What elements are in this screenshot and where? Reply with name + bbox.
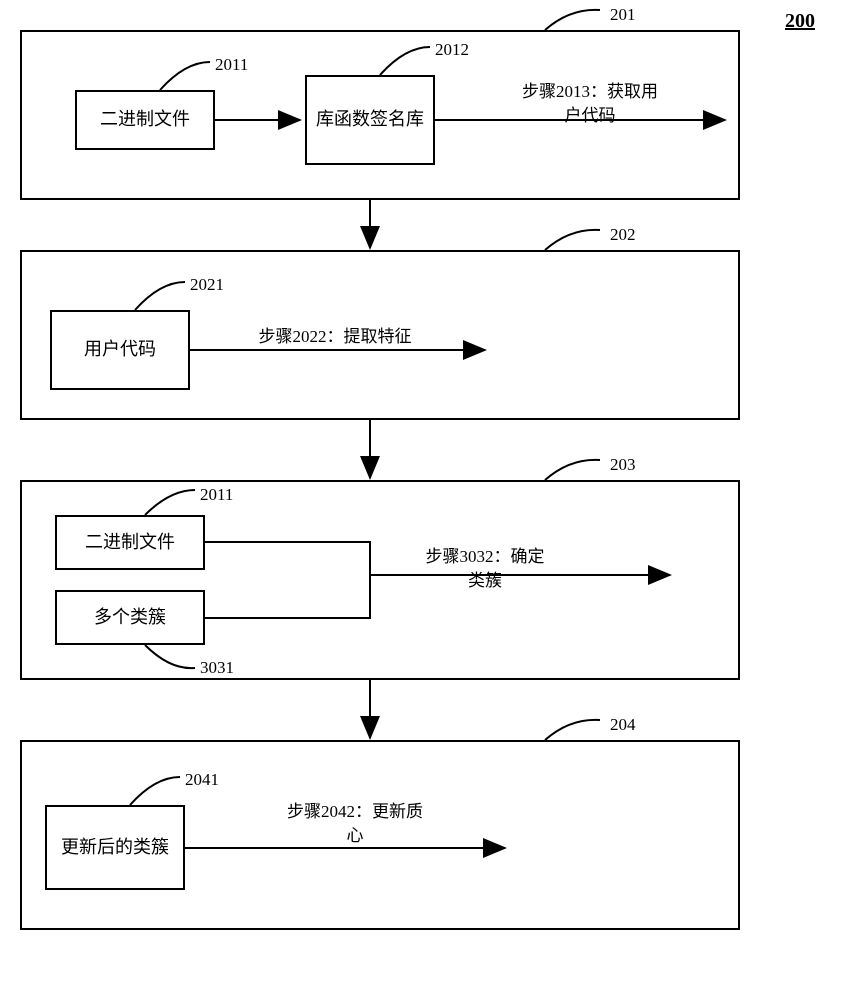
ref-203: 203 <box>610 455 636 475</box>
step-line: 步骤2013：获取用 <box>522 82 658 101</box>
box-binary-file-2: 二进制文件 <box>55 515 205 570</box>
box-label: 多个类簇 <box>94 606 166 629</box>
ref-2012: 2012 <box>435 40 469 60</box>
box-label: 二进制文件 <box>85 531 175 554</box>
box-label: 更新后的类簇 <box>61 836 169 859</box>
ref-201: 201 <box>610 5 636 25</box>
box-label: 库函数签名库 <box>316 108 424 131</box>
ref-2011a: 2011 <box>215 55 248 75</box>
box-label: 用户代码 <box>84 338 156 361</box>
ref-3031: 3031 <box>200 658 234 678</box>
box-user-code: 用户代码 <box>50 310 190 390</box>
step-3032: 步骤3032：确定 类簇 <box>395 545 575 593</box>
box-binary-file-1: 二进制文件 <box>75 90 215 150</box>
step-line: 心 <box>347 826 364 845</box>
ref-204: 204 <box>610 715 636 735</box>
step-2022: 步骤2022：提取特征 <box>225 325 445 349</box>
step-line: 户代码 <box>565 106 616 125</box>
box-updated-cluster: 更新后的类簇 <box>45 805 185 890</box>
box-lib-sig: 库函数签名库 <box>305 75 435 165</box>
ref-2041: 2041 <box>185 770 219 790</box>
ref-202: 202 <box>610 225 636 245</box>
step-2042: 步骤2042：更新质 心 <box>255 800 455 848</box>
step-line: 步骤3032：确定 <box>426 547 545 566</box>
box-label: 二进制文件 <box>100 108 190 131</box>
step-line: 步骤2042：更新质 <box>287 802 423 821</box>
ref-2021: 2021 <box>190 275 224 295</box>
box-clusters: 多个类簇 <box>55 590 205 645</box>
step-line: 类簇 <box>468 571 502 590</box>
section-203 <box>20 480 740 680</box>
diagram-canvas: 200 201 202 203 204 二进制文件 2011 库函数签名库 20… <box>0 0 845 1000</box>
figure-number: 200 <box>785 10 815 33</box>
ref-2011b: 2011 <box>200 485 233 505</box>
step-line: 步骤2022：提取特征 <box>259 327 412 346</box>
step-2013: 步骤2013：获取用 户代码 <box>490 80 690 128</box>
